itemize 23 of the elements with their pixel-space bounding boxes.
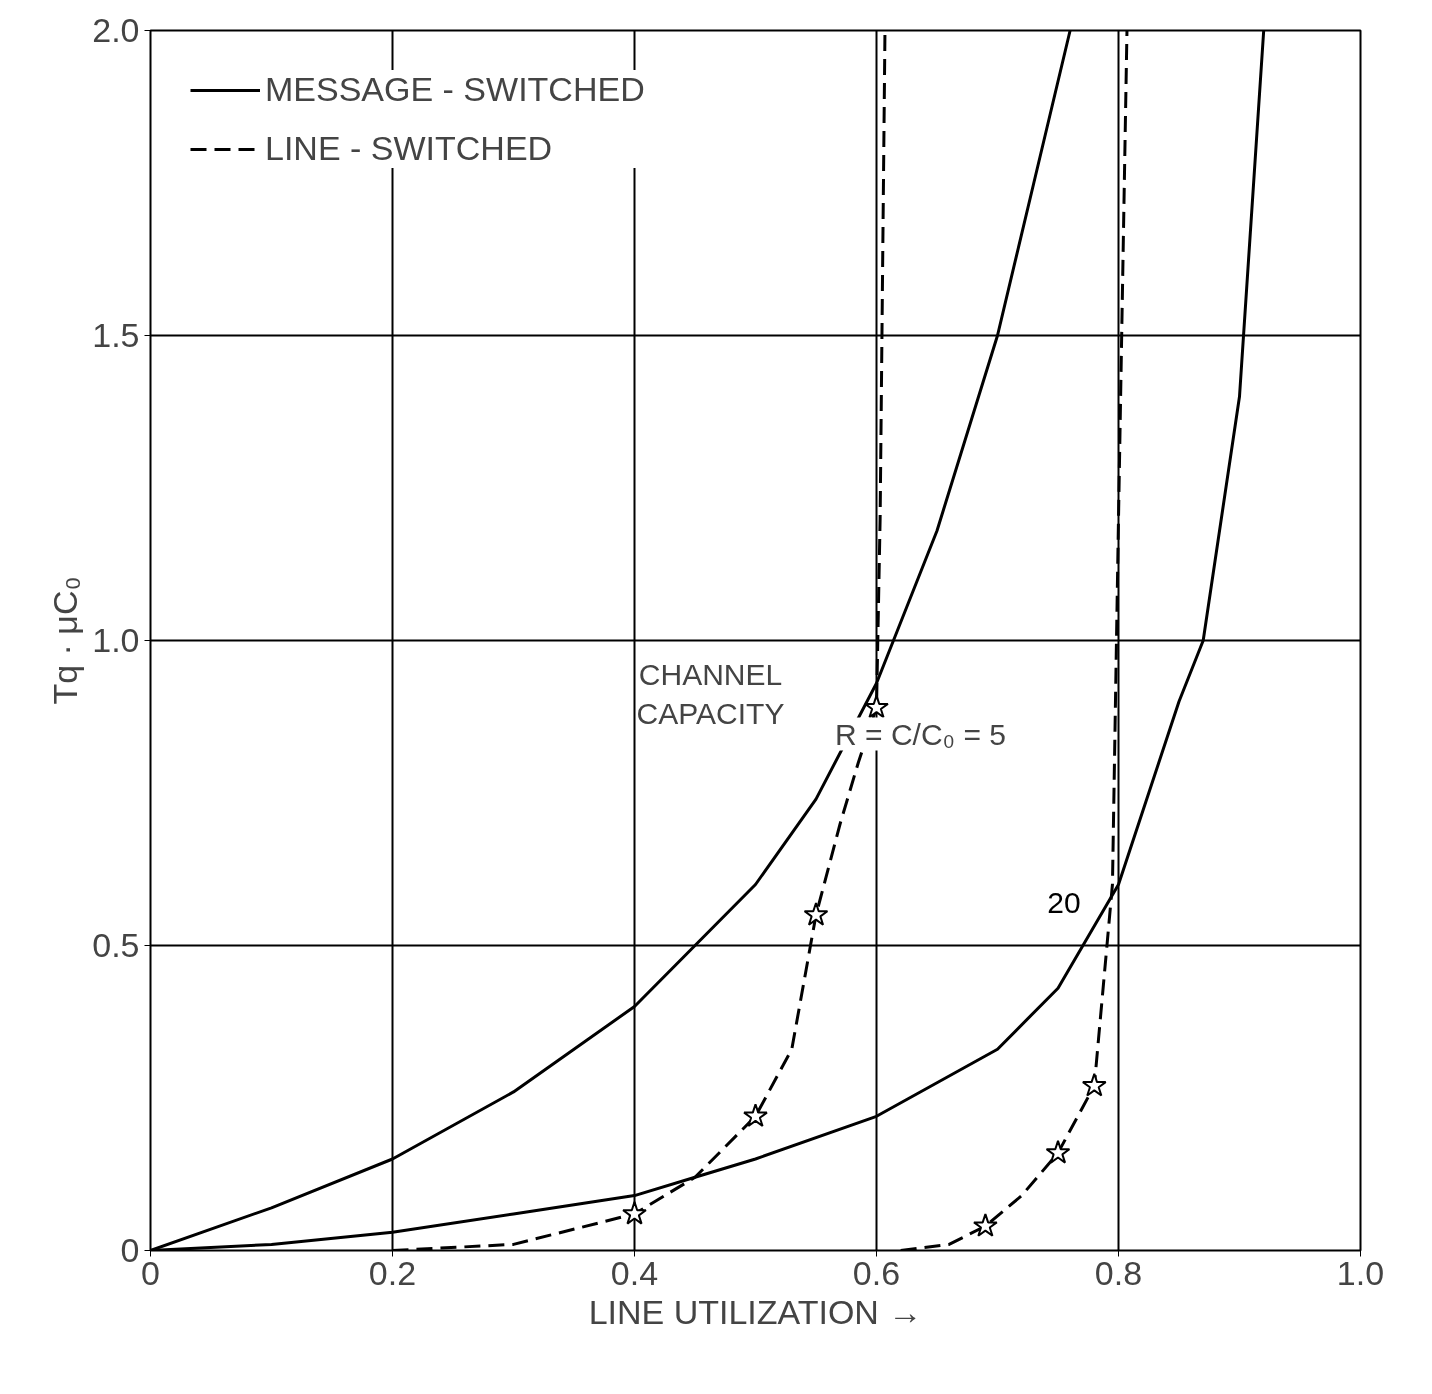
annotation: R = C/C₀ = 5 [835,717,1006,751]
y-axis-title: Tq · μC₀ [46,576,85,705]
point [1081,1072,1107,1097]
y-tick-label: 1.5 [92,316,140,354]
y-tick-label: 1.0 [92,621,140,659]
annotation: 20 [1047,885,1081,919]
point [622,1200,647,1225]
point [743,1103,768,1128]
x-tick-label: 1.0 [1336,1253,1385,1292]
point [864,694,889,719]
x-tick-label: 0.4 [610,1253,659,1292]
x-tick-label: 0.8 [1094,1253,1143,1292]
point [803,902,829,926]
legend-label: LINE - SWITCHED [265,129,553,168]
y-tick-label: 2.0 [92,11,140,49]
y-tick-label: 0.5 [92,926,140,964]
point [1045,1139,1071,1164]
x-axis-title: LINE UTILIZATION → [588,1292,923,1331]
annotation: CHANNEL CAPACITY [636,657,785,731]
legend-label: MESSAGE - SWITCHED [265,70,645,109]
point [972,1213,998,1237]
x-tick-label: 0.2 [368,1253,417,1292]
x-tick-label: 0.6 [852,1253,901,1292]
